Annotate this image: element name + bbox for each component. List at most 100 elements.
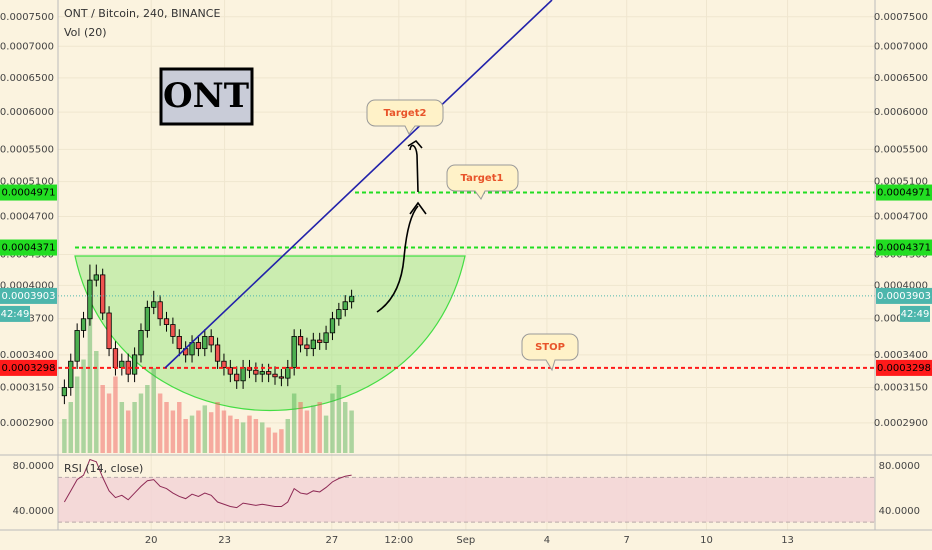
callout-text: STOP [535, 342, 565, 353]
volume-bar [170, 410, 176, 453]
volume-bar [279, 429, 284, 453]
trend-line [164, 0, 553, 369]
candle-body [253, 369, 259, 375]
volume-bar [196, 410, 201, 453]
rsi-tick-label: 40.0000 [13, 506, 54, 517]
candle-body [342, 301, 348, 311]
x-tick-label: 4 [544, 535, 550, 546]
level-tag-label: 0.0003903 [1, 291, 55, 302]
volume-bar [266, 427, 271, 453]
level-tag [0, 359, 57, 376]
candle-body [68, 360, 74, 388]
candle-body [151, 301, 157, 308]
y-tick-label: 0.0006500 [0, 73, 54, 84]
level-tag [0, 239, 57, 256]
candle-body [202, 336, 208, 350]
candle-body [119, 360, 125, 369]
y-tick-label: 0.0003400 [874, 350, 928, 361]
volume-bar [221, 410, 227, 453]
volume-bar [81, 359, 86, 453]
candle-body [163, 318, 170, 325]
y-tick-label: 0.0005100 [874, 177, 928, 188]
level-tag-label: 0.0003298 [1, 363, 55, 374]
volume-bar [215, 402, 220, 453]
callout-bubble [366, 99, 444, 135]
y-tick-label: 0.0005500 [0, 144, 54, 155]
level-tag [876, 359, 932, 376]
arrow [376, 205, 419, 313]
volume-bar [157, 393, 163, 453]
volume-bar [228, 415, 233, 453]
y-tick-label: 0.0006500 [874, 73, 928, 84]
volume-bar [125, 410, 131, 453]
volume-bar [323, 415, 329, 453]
volume-bar [100, 385, 105, 453]
y-tick-label: 0.0004700 [0, 212, 54, 223]
level-tag-label: 0.0004371 [1, 243, 55, 254]
volume-bar [208, 412, 214, 453]
candle-body [234, 373, 240, 382]
x-tick-label: 12:00 [384, 535, 413, 546]
volume-bar [145, 385, 150, 453]
volume-bar [330, 393, 335, 453]
candle-body [329, 318, 336, 334]
callout: Target1 [446, 164, 519, 200]
volume-bar [177, 402, 182, 453]
level-tag [0, 287, 57, 304]
candle-body [195, 342, 202, 350]
candle-body [227, 367, 233, 375]
rsi-line [63, 458, 352, 509]
volume-bar [304, 410, 310, 453]
volume-bar [183, 419, 188, 453]
symbol-box [159, 67, 254, 126]
candle-body [272, 373, 278, 378]
volume-bar [317, 402, 322, 453]
volume-bar [151, 368, 156, 453]
y-tick-label: 0.0004000 [874, 280, 928, 291]
candle-body [323, 332, 329, 343]
callout-bubble [521, 333, 579, 372]
candle-body [144, 306, 150, 331]
volume-bar [260, 422, 265, 453]
volume-bar [202, 405, 208, 453]
y-tick-label: 0.0002900 [0, 418, 54, 429]
volume-bar [349, 410, 354, 453]
x-tick-label: 13 [781, 535, 794, 546]
candle-body [291, 336, 297, 369]
level-tag-label: 0.0004971 [1, 188, 55, 199]
volume-bar [234, 419, 239, 453]
candle-body [87, 279, 93, 320]
right-axis [875, 0, 932, 530]
arrow-head [407, 139, 423, 149]
volume-bar [132, 402, 137, 453]
chart-title: ONT / Bitcoin, 240, BINANCE [64, 7, 220, 20]
volume-bar [272, 432, 278, 453]
countdown-label: 42:49 [1, 309, 30, 320]
level-tag [876, 287, 932, 304]
level-tag-label: 0.0004371 [877, 243, 931, 254]
candle-body [61, 387, 68, 397]
candle-body [138, 330, 144, 356]
callout-text: Target1 [461, 173, 504, 184]
volume-bar [298, 402, 303, 453]
y-tick-label: 0.0003400 [0, 350, 54, 361]
candle-body [265, 371, 272, 375]
rsi-tick-label: 80.0000 [879, 461, 920, 472]
arrow [409, 144, 419, 193]
countdown-tag [0, 305, 30, 322]
candle-body [80, 318, 87, 331]
x-tick-label: 10 [700, 535, 713, 546]
y-tick-label: 0.0004700 [874, 212, 928, 223]
candle-body [278, 376, 285, 379]
volume-bar [336, 385, 342, 453]
level-tag [876, 239, 932, 256]
level-tag [876, 184, 932, 201]
x-tick-label: 20 [145, 535, 158, 546]
volume-label: Vol (20) [64, 26, 107, 39]
candle-body [240, 367, 246, 382]
candle-body [170, 324, 176, 337]
candle-body [336, 309, 342, 320]
y-tick-label: 0.0007500 [0, 12, 54, 23]
